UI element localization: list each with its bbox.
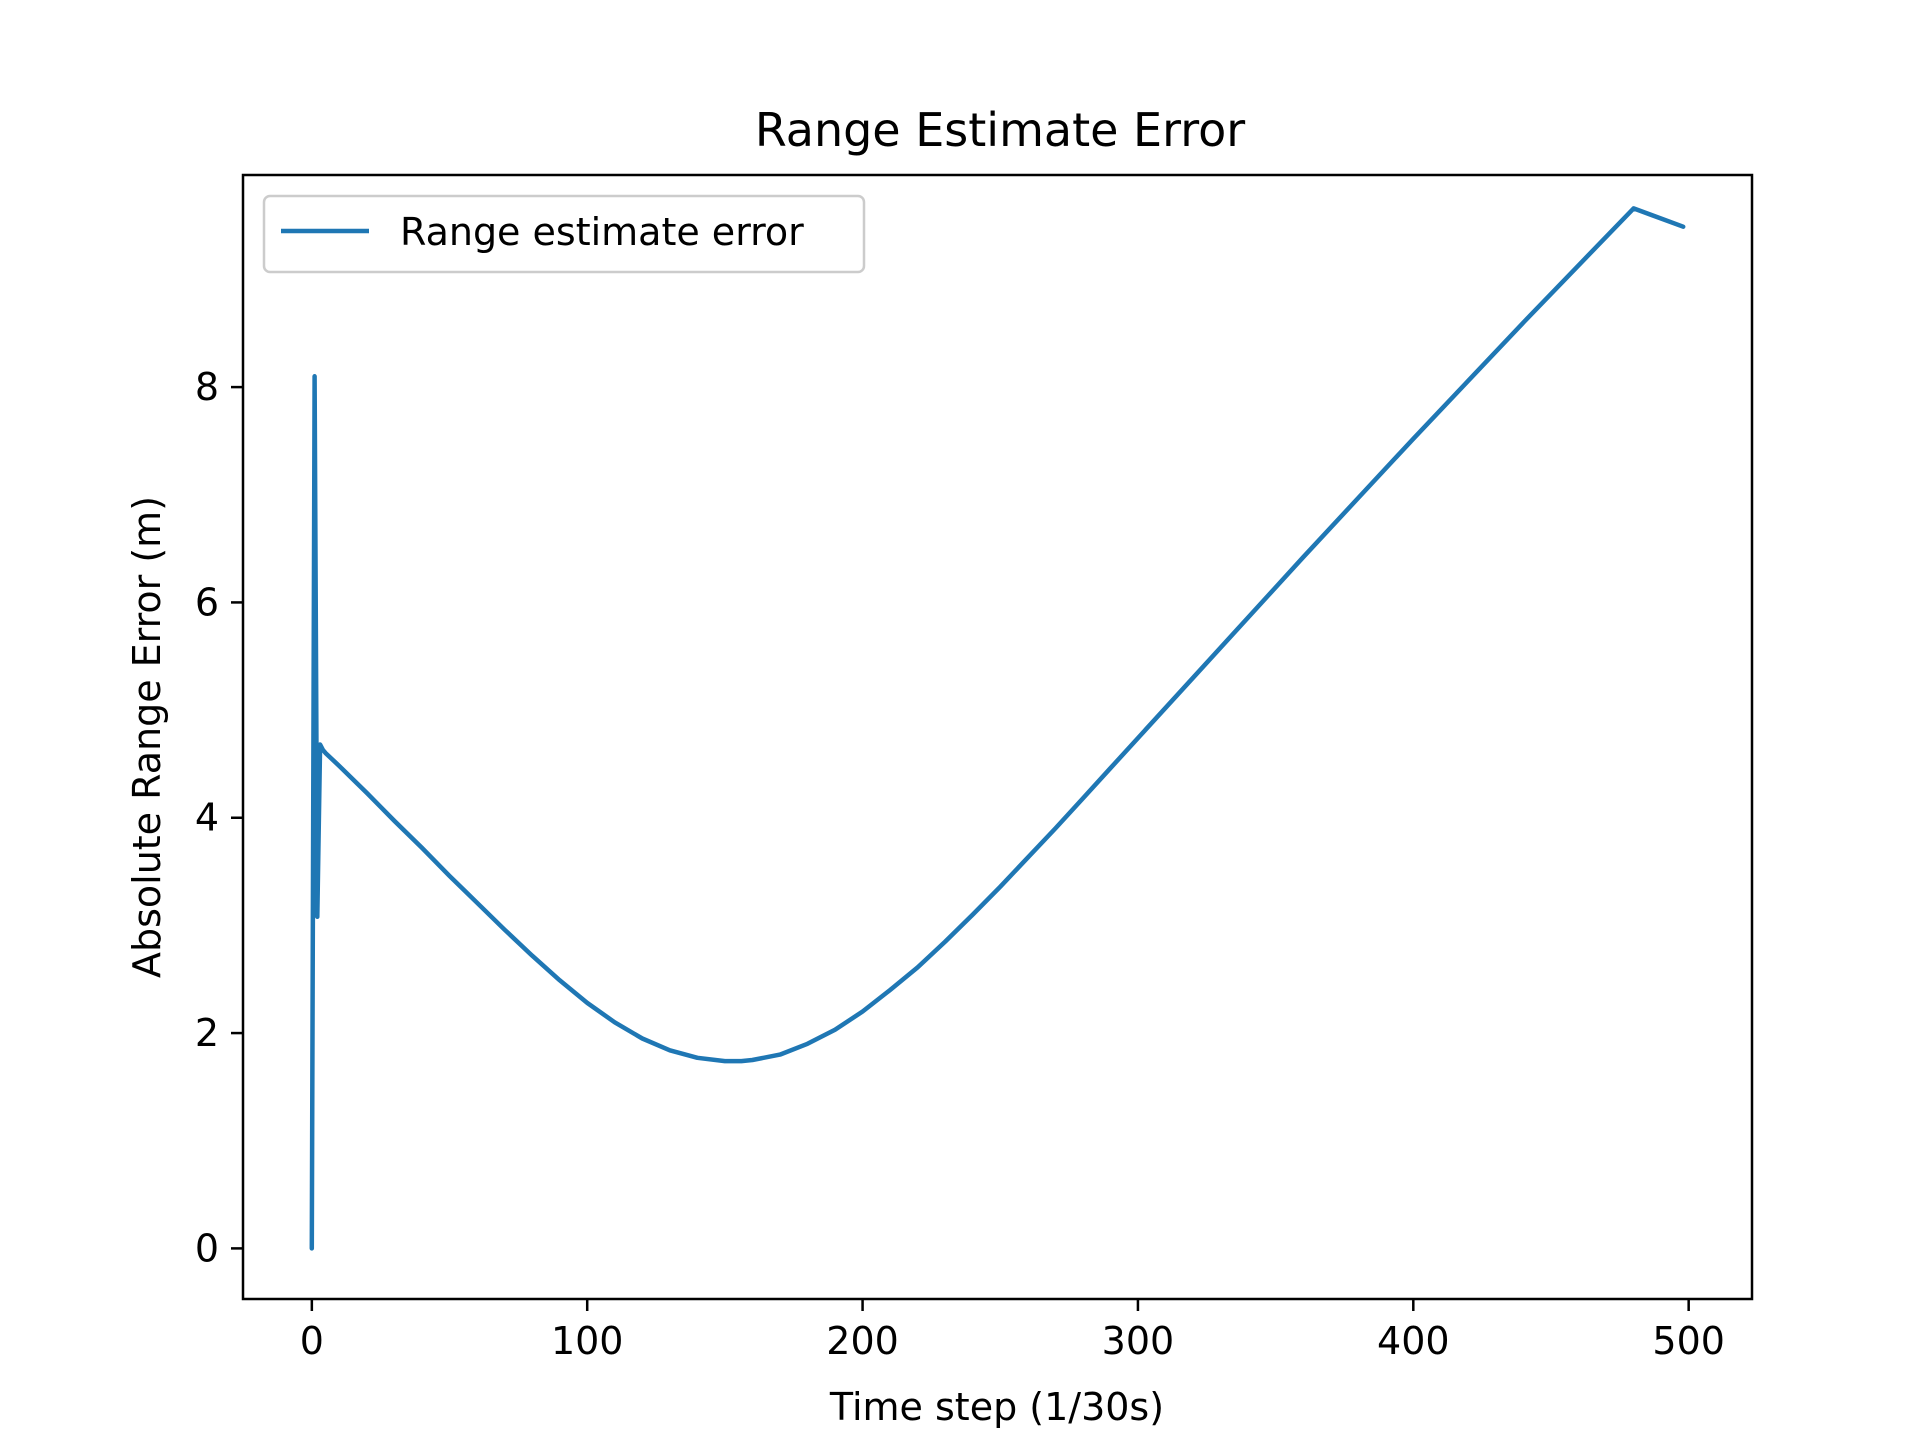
- y-tick-label: 8: [195, 365, 219, 409]
- legend-box: [262, 194, 866, 274]
- plot-area: [309, 206, 1686, 1251]
- legend-label: Range estimate error: [400, 210, 804, 254]
- y-axis-title: Absolute Range Error (m): [125, 496, 169, 978]
- y-tick-label: 4: [195, 796, 219, 840]
- x-tick-label: 200: [826, 1319, 899, 1363]
- x-tick-label: 100: [551, 1319, 624, 1363]
- y-tick-label: 6: [195, 580, 219, 624]
- y-tick-label: 2: [195, 1011, 219, 1055]
- x-axis: 0 100 200 300 400 500: [300, 1299, 1725, 1363]
- y-tick-label: 0: [195, 1226, 219, 1270]
- x-tick-label: 400: [1377, 1319, 1450, 1363]
- x-tick-label: 500: [1652, 1319, 1725, 1363]
- legend: Range estimate error: [262, 194, 866, 274]
- series-line-range-estimate-error: [309, 206, 1686, 1251]
- y-axis: 0 2 4 6 8: [195, 365, 243, 1270]
- chart-title: Range Estimate Error: [755, 103, 1245, 157]
- x-tick-label: 0: [300, 1319, 324, 1363]
- x-axis-title: Time step (1/30s): [829, 1385, 1164, 1429]
- plot-frame: [241, 173, 1754, 1301]
- x-tick-label: 300: [1102, 1319, 1175, 1363]
